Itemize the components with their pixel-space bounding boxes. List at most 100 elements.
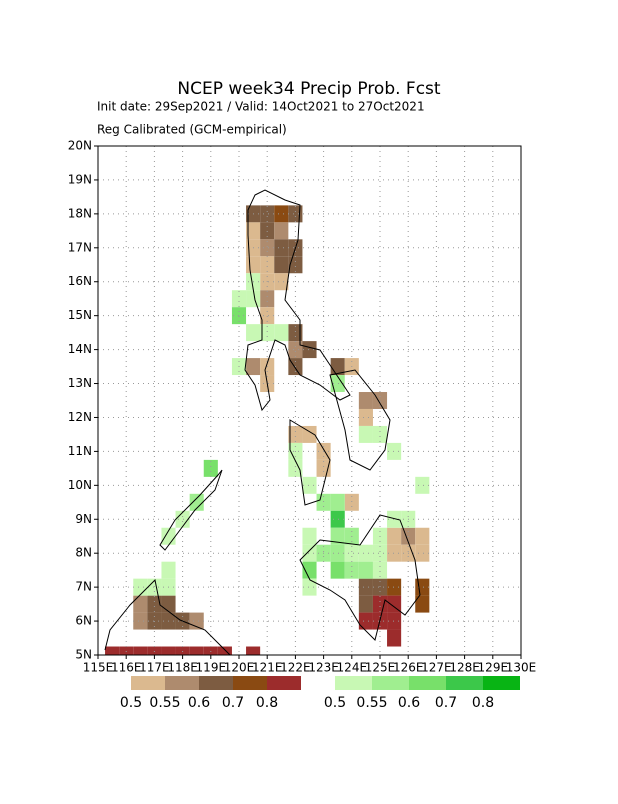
grid-cell (415, 527, 430, 545)
colorbar-label: 0.55 (356, 695, 387, 711)
colorbar-label: 0.8 (256, 695, 278, 711)
grid-cell (302, 476, 317, 494)
grid-cell (387, 578, 402, 596)
grid-cell (133, 578, 148, 596)
y-tick-label: 11N (68, 444, 92, 458)
grid-cell (260, 205, 275, 223)
y-tick-label: 6N (75, 614, 92, 628)
grid-cell (288, 459, 303, 477)
frame (97, 145, 522, 656)
grid-cell (415, 595, 430, 613)
grid-cell (330, 527, 345, 545)
grid-cell (231, 290, 247, 308)
grid-cell (119, 646, 134, 655)
colorbar-label: 0.6 (398, 695, 420, 711)
coastline (329, 369, 391, 471)
grid-cell (203, 459, 218, 477)
coastline (299, 514, 421, 641)
y-tick-label: 19N (68, 172, 92, 186)
y-tick-label: 17N (68, 240, 92, 254)
x-tick-label: 122E (280, 661, 311, 675)
grid-cell (246, 256, 261, 274)
cell-layer (105, 205, 430, 655)
grid-cell (372, 544, 388, 562)
grid-cell (133, 612, 148, 630)
coastline (289, 419, 331, 506)
grid-cell (330, 493, 345, 511)
grid-cell (274, 222, 289, 240)
grid-cell (246, 222, 261, 240)
grid-cell (330, 544, 345, 562)
x-tick-label: 128E (449, 661, 480, 675)
y-tick-label: 15N (68, 308, 92, 322)
grid-cell (246, 324, 261, 342)
grid-cell (302, 561, 317, 579)
y-tick-label: 5N (75, 648, 92, 662)
grid-cell (246, 290, 261, 308)
grid-cell (358, 408, 373, 426)
y-tick-label: 7N (75, 580, 92, 594)
grid-cell (161, 595, 176, 613)
grid-cell (372, 595, 388, 613)
y-tick-label: 9N (75, 512, 92, 526)
x-tick-label: 116E (111, 661, 142, 675)
grid-cell (246, 646, 261, 655)
colorbar-label: 0.7 (435, 695, 457, 711)
grid-cell (372, 561, 388, 579)
colorbar-label: 0.5 (324, 695, 346, 711)
coastline (159, 469, 223, 551)
colorbar-box (372, 676, 409, 690)
grid-cell (330, 510, 345, 528)
x-tick-label: 115E (83, 661, 114, 675)
grid-cell (330, 561, 345, 579)
grid-cell (344, 544, 359, 562)
grid-cell (358, 578, 373, 596)
grid-cell (105, 646, 120, 655)
grid-cell (358, 392, 373, 409)
subtitle: Init date: 29Sep2021 / Valid: 14Oct2021 … (97, 100, 425, 114)
grid-cell (203, 646, 218, 655)
colorbar-box (233, 676, 267, 690)
grid-cell (387, 442, 402, 460)
y-tick-label: 8N (75, 546, 92, 560)
grid-cell (387, 527, 402, 545)
colorbar-box (483, 676, 520, 690)
grid-cell (387, 595, 402, 613)
grid-cell (344, 493, 359, 511)
x-tick-label: 117E (139, 661, 170, 675)
grid-cell (246, 358, 261, 376)
grid-cell (302, 578, 317, 596)
colorbar-label: 0.55 (149, 695, 180, 711)
grid-cell (358, 544, 373, 562)
grid-cell (161, 561, 176, 579)
colorbar-box (131, 676, 165, 690)
grid-cell (274, 324, 289, 342)
grid-cell (358, 425, 373, 443)
grid-cell (189, 493, 204, 511)
grid-cell (260, 222, 275, 240)
x-tick-label: 130E (506, 661, 537, 675)
coastline (104, 578, 231, 655)
grid-cell (175, 646, 190, 655)
coastline (244, 189, 351, 412)
grid-cell (358, 612, 373, 630)
note: Reg Calibrated (GCM-empirical) (97, 123, 287, 137)
grid-cell (372, 425, 388, 443)
colorbar-label: 0.6 (188, 695, 210, 711)
grid-cell (147, 595, 162, 613)
x-tick-label: 121E (252, 661, 283, 675)
colorbar-box (409, 676, 446, 690)
y-tick-label: 18N (68, 206, 92, 220)
x-tick-label: 126E (393, 661, 424, 675)
grid-cell (133, 595, 148, 613)
colorbar-label: 0.7 (222, 695, 244, 711)
x-tick-label: 119E (196, 661, 227, 675)
chart-title: NCEP week34 Precip Prob. Fcst (177, 79, 441, 99)
x-tick-label: 127E (421, 661, 452, 675)
grid-cell (415, 544, 430, 562)
grid-cell (330, 375, 345, 393)
grid-cell (147, 646, 162, 655)
grid-cell (387, 629, 402, 647)
grid-cell (147, 578, 162, 596)
y-tick-label: 16N (68, 274, 92, 288)
